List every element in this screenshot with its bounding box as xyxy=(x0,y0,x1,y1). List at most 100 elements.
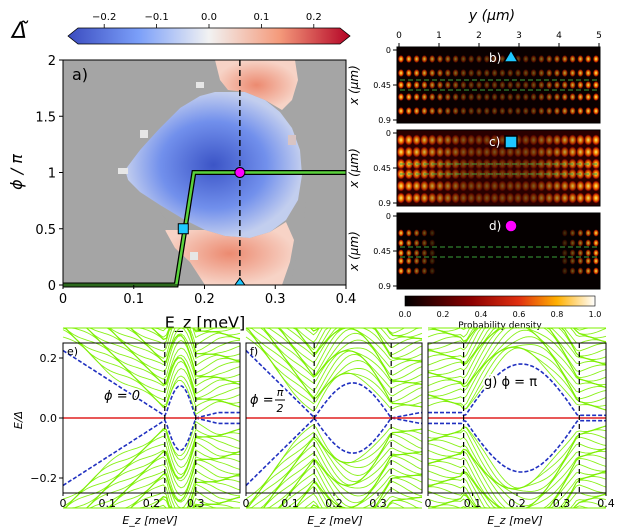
probability-colorbar-label: Probability density xyxy=(458,321,542,331)
bottom-yticks: 0.2 0.0 −0.2 xyxy=(30,352,63,485)
density-label-d: d) xyxy=(489,219,501,233)
density-side-tick: 0.9 xyxy=(378,199,391,208)
circle-marker xyxy=(234,167,246,178)
panel-a-label: a) xyxy=(72,65,88,84)
bottom-xtick-label: 0.2 xyxy=(325,497,343,510)
density-top-tick: 4 xyxy=(556,31,562,41)
density-top-tick: 3 xyxy=(516,31,522,41)
panel-e-label: e) xyxy=(67,345,78,358)
probability-tick: 0.8 xyxy=(551,310,564,319)
probability-tick: 0.2 xyxy=(437,310,450,319)
bottom-ytick-label: −0.2 xyxy=(30,472,57,485)
density-top-ticks: 0 1 2 3 4 5 xyxy=(396,31,602,47)
panel-a-ylabel: ϕ / π xyxy=(7,154,26,190)
density-side-label: x (μm) xyxy=(347,65,361,106)
density-top-axis-label: y (μm) xyxy=(468,8,515,24)
bottom-xtick-label: 0 xyxy=(425,497,432,510)
bottom-xtick-label: 0.1 xyxy=(464,497,482,510)
density-label-b: b) xyxy=(489,51,501,65)
density-side-tick: 0 xyxy=(386,46,391,55)
panel-e-xlabel: E_z [meV] xyxy=(122,514,177,527)
bottom-ytick-label: 0.0 xyxy=(40,412,58,425)
density-label-c: c) xyxy=(489,135,500,149)
density-panel-b: b) xyxy=(396,46,601,124)
density-side-tick: 0 xyxy=(386,212,391,221)
colorbar-ticks: −0.2 −0.1 0.0 0.1 0.2 xyxy=(92,12,322,28)
triangle-marker-icon xyxy=(502,48,520,63)
density-side-tick: 0.45 xyxy=(373,247,391,256)
panel-a-yticks: 0 0.5 1 1.5 2 xyxy=(35,54,63,294)
density-side-tick: 0.45 xyxy=(373,81,391,90)
panel-a-xtick-label: 0.1 xyxy=(123,292,144,307)
probability-tick: 0.0 xyxy=(399,310,412,319)
upper-red-region xyxy=(215,60,298,110)
svg-text:π: π xyxy=(277,386,284,399)
density-side-tick: 0 xyxy=(386,129,391,138)
bottom-xtick-label: 0.2 xyxy=(143,497,161,510)
panel-a-ytick-label: 1.5 xyxy=(35,110,56,125)
panel-a-ytick-label: 0 xyxy=(48,279,56,294)
bottom-xtick-label: 0.3 xyxy=(187,497,205,510)
colorbar-tick-label: 0.0 xyxy=(201,12,217,23)
panel-f: 0 0.1 0.2 0.3 f) xyxy=(243,327,423,510)
panel-a-ytick-label: 2 xyxy=(48,54,56,69)
density-panel-d: d) xyxy=(396,212,601,290)
panel-f-label: f) xyxy=(250,345,258,358)
panel-g-label: g) ϕ = π xyxy=(484,375,537,390)
square-marker-icon xyxy=(504,135,518,149)
bottom-panels: E/Δ 0.2 0.0 −0.2 0 0.1 0.2 0.3 e) 0 0.1 0.2 0.3 f)… xyxy=(12,327,615,527)
colorbar-tick-label: 0.1 xyxy=(253,12,269,23)
probability-colorbar xyxy=(404,295,596,307)
density-side-tick: 0.9 xyxy=(378,116,391,125)
panel-f-annotation: ϕ = π 2 xyxy=(249,385,286,417)
delta-colorbar: Δ̃ −0.2 −0.1 0.0 0.1 0.2 xyxy=(10,12,351,45)
probability-tick: 0.4 xyxy=(475,310,488,319)
panel-a-ytick-label: 0.5 xyxy=(35,223,56,238)
circle-marker-icon xyxy=(504,219,518,233)
panel-a-xtick-label: 0.4 xyxy=(336,292,357,307)
colorbar-tick-label: 0.2 xyxy=(306,12,322,23)
density-top-tick: 2 xyxy=(476,31,482,41)
panel-a-xtick-label: 0 xyxy=(59,292,67,307)
lower-red-region xyxy=(165,222,294,285)
density-side-tick: 0.45 xyxy=(373,164,391,173)
square-marker xyxy=(177,223,189,235)
panel-a-markers xyxy=(177,167,246,286)
density-side-label: x (μm) xyxy=(347,148,361,189)
bottom-xtick-label: 0 xyxy=(243,497,250,510)
bottom-xtick-label: 0.3 xyxy=(553,497,571,510)
svg-text:ϕ =: ϕ = xyxy=(250,393,274,408)
density-panel-c: c) xyxy=(396,129,601,207)
probability-colorbar-ticks: 0.0 0.2 0.4 0.6 0.8 1.0 xyxy=(399,310,602,319)
bottom-xtick-label: 0.4 xyxy=(597,497,615,510)
panel-a-xtick-label: 0.3 xyxy=(265,292,286,307)
probability-tick: 0.6 xyxy=(513,310,526,319)
blue-region xyxy=(125,92,302,238)
panel-a-xtick-label: 0.2 xyxy=(194,292,215,307)
panel-a-ytick-label: 1 xyxy=(48,167,56,182)
panel-g: 0 0.1 0.2 0.3 0.4 xyxy=(425,327,615,510)
svg-text:2: 2 xyxy=(277,402,284,415)
bottom-xtick-label: 0.1 xyxy=(281,497,299,510)
density-panels: y (μm) 0 1 2 3 4 5 b) c) xyxy=(347,8,602,331)
bottom-xtick-label: 0.2 xyxy=(508,497,526,510)
density-top-tick: 5 xyxy=(596,31,602,41)
density-side-tick: 0.9 xyxy=(378,282,391,291)
panel-g-xlabel: E_z [meV] xyxy=(487,514,542,527)
density-side-axes: x (μm) 0 0.45 0.9 x (μm) 0 0.45 0.9 x (μm) 0 0.45 0… xyxy=(347,46,397,291)
bottom-xtick-label: 0.1 xyxy=(99,497,117,510)
density-top-tick: 0 xyxy=(396,31,402,41)
probability-tick: 1.0 xyxy=(589,310,602,319)
panel-a-xlabel: E_z [meV] xyxy=(165,313,245,333)
density-top-tick: 1 xyxy=(436,31,442,41)
bottom-ylabel: E/Δ xyxy=(12,411,25,429)
bottom-xtick-label: 0.3 xyxy=(369,497,387,510)
bottom-xtick-label: 0 xyxy=(60,497,67,510)
density-side-label: x (μm) xyxy=(347,231,361,272)
panel-e: 0 0.1 0.2 0.3 e) xyxy=(60,327,241,510)
colorbar-tick-label: −0.2 xyxy=(92,12,116,23)
panel-e-annotation: ϕ = 0 xyxy=(104,389,140,404)
bottom-ytick-label: 0.2 xyxy=(40,352,58,365)
colorbar-symbol: Δ̃ xyxy=(10,19,29,44)
